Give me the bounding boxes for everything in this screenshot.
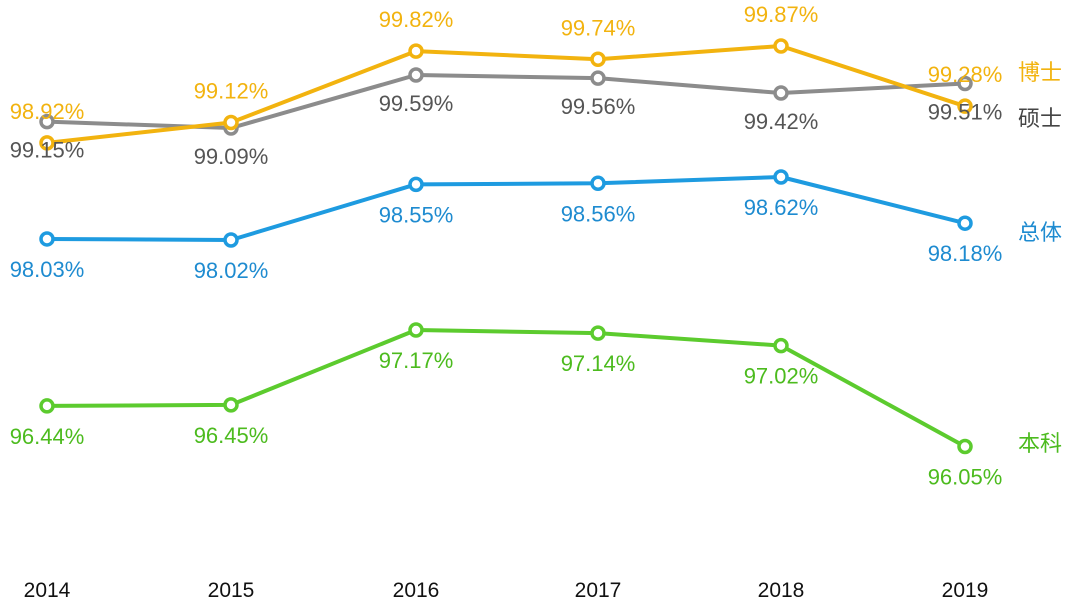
data-point [773,85,789,101]
series-2 [39,169,973,248]
series-line [46,328,966,449]
data-label: 98.55% [379,202,454,227]
series-line [46,175,966,242]
data-label: 96.44% [10,424,85,449]
series-line [46,73,966,130]
data-label: 99.09% [194,144,269,169]
data-point [223,397,239,413]
data-label: 98.03% [10,257,85,282]
data-label: 98.18% [928,241,1003,266]
data-point [957,98,973,114]
data-point [223,114,239,131]
series-label: 博士 [1018,61,1062,86]
data-label: 96.45% [194,423,269,448]
data-point [39,113,55,130]
data-label: 98.02% [194,258,269,283]
data-point [408,176,424,193]
series-label: 总体 [1018,221,1062,246]
x-tick-label: 2014 [24,579,71,602]
data-point [957,438,973,455]
data-point [773,337,789,354]
data-point [590,70,606,86]
data-label: 99.28% [928,62,1003,87]
data-label: 98.62% [744,195,819,220]
data-label: 97.02% [744,364,819,389]
series-1 [39,67,973,136]
series-label: 本科 [1018,432,1062,457]
series-line [46,44,966,145]
x-tick-label: 2016 [393,579,440,602]
series-3 [39,322,973,455]
x-tick-label: 2015 [208,579,255,602]
data-point [223,232,239,248]
data-label: 99.42% [744,109,819,134]
data-label: 96.05% [928,464,1003,489]
data-point [957,75,973,92]
data-point [773,169,789,185]
data-point [773,38,789,54]
data-label: 99.59% [379,91,454,116]
x-tick-label: 2019 [942,579,989,602]
data-point [408,43,424,59]
x-tick-label: 2018 [758,579,805,602]
data-point [957,215,973,231]
data-point [39,231,55,247]
data-point [408,322,424,338]
data-point [39,398,55,414]
data-point [590,51,606,68]
data-point [590,325,606,341]
data-label: 99.12% [194,79,269,104]
series-label: 硕士 [1018,107,1062,132]
series-0 [39,38,973,151]
data-point [39,135,55,151]
data-label: 99.15% [10,138,85,163]
data-label: 99.87% [744,2,819,27]
data-label: 99.82% [379,7,454,32]
x-tick-label: 2017 [575,579,622,602]
data-label: 99.74% [561,15,636,40]
data-point [590,175,606,192]
data-point [408,67,424,83]
data-label: 97.17% [379,348,454,373]
data-label: 97.14% [561,351,636,376]
data-label: 99.56% [561,94,636,119]
data-label: 98.56% [561,201,636,226]
data-label: 98.92% [10,99,85,124]
data-label: 99.51% [928,99,1003,124]
